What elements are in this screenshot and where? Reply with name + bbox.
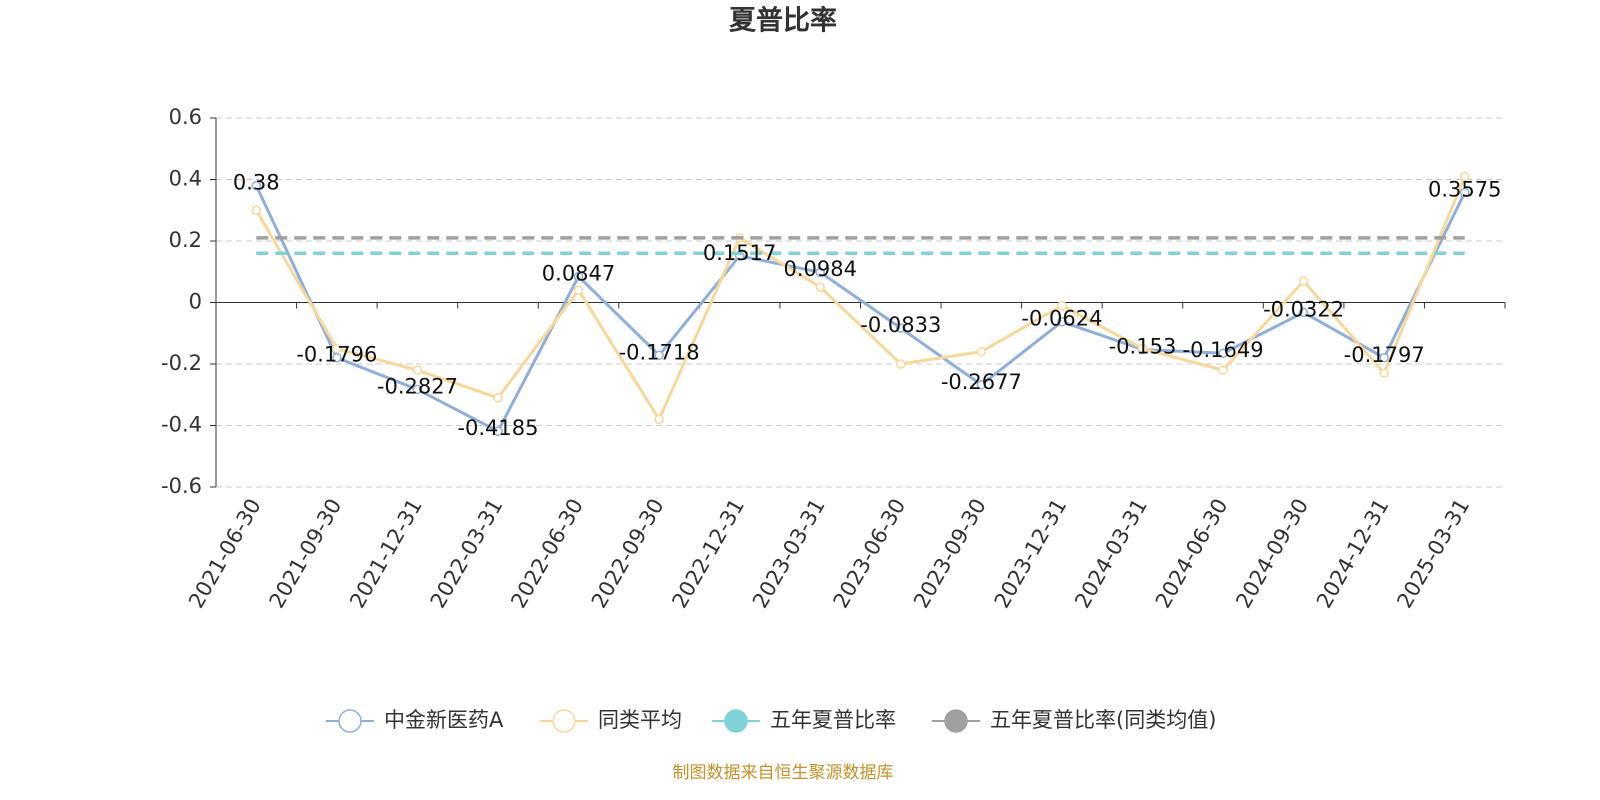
y-tick-label: 0 [189, 290, 202, 314]
x-tick-label: 2024-09-30 [1231, 495, 1313, 613]
x-tick-label: 2023-12-31 [990, 495, 1072, 613]
data-label: -0.4185 [457, 416, 538, 440]
point [815, 267, 825, 277]
y-tick-label: 0.2 [169, 228, 202, 252]
x-tick-label: 2022-03-31 [426, 495, 508, 613]
source-note: 制图数据来自恒生聚源数据库 [673, 763, 894, 783]
x-tick-label: 2024-03-31 [1070, 495, 1152, 613]
data-label: 0.0984 [783, 257, 856, 281]
data-label: -0.2827 [377, 374, 458, 398]
point [412, 384, 423, 395]
data-label: -0.153 [1109, 335, 1177, 359]
legend-marker [338, 709, 362, 733]
x-tick-label: 2021-12-31 [345, 495, 427, 613]
y-tick-label: 0.4 [169, 167, 202, 191]
point [1459, 187, 1470, 198]
point [1218, 348, 1228, 358]
legend-marker [944, 709, 968, 733]
point [1218, 365, 1228, 375]
data-label: -0.1718 [619, 340, 700, 364]
y-tick-label: -0.4 [161, 413, 202, 437]
point [493, 426, 503, 436]
point [976, 380, 987, 390]
legend-label: 五年夏普比率 [770, 708, 896, 732]
x-tick-label: 2022-12-31 [667, 495, 749, 613]
data-label: 0.38 [233, 171, 280, 195]
legend-label: 同类平均 [598, 708, 682, 732]
point [654, 350, 664, 361]
series-line [254, 175, 1467, 423]
data-label: -0.0624 [1021, 307, 1102, 331]
x-tick-label: 2024-06-30 [1151, 495, 1233, 613]
data-label: -0.1796 [296, 343, 377, 367]
point [332, 343, 342, 354]
data-label: -0.0322 [1263, 297, 1344, 321]
legend-label: 五年夏普比率(同类均值) [990, 708, 1216, 732]
point [896, 359, 906, 369]
data-label: -0.0833 [860, 313, 941, 337]
data-label: 0.1517 [703, 241, 776, 265]
data-label: -0.2677 [941, 370, 1022, 394]
point [1379, 353, 1389, 363]
point [332, 352, 342, 363]
x-tick-label: 2021-09-30 [265, 495, 347, 613]
legend-marker [724, 709, 748, 733]
point [251, 180, 262, 191]
point [1298, 276, 1309, 286]
y-tick-label: -0.6 [161, 474, 202, 498]
series-line [254, 185, 1467, 434]
point [976, 346, 987, 357]
point [1137, 343, 1148, 354]
point [896, 323, 906, 333]
x-tick-label: 2022-09-30 [587, 495, 669, 613]
legend-marker [552, 709, 576, 733]
point [1057, 300, 1067, 311]
data-label: -0.1797 [1344, 343, 1425, 367]
x-tick-label: 2023-03-31 [748, 495, 830, 613]
y-tick-label: -0.2 [161, 351, 202, 375]
point [493, 393, 503, 403]
point [573, 285, 584, 295]
x-tick-label: 2023-09-30 [909, 495, 991, 613]
x-tick-label: 2024-12-31 [1312, 495, 1394, 613]
point [573, 271, 584, 282]
legend-label: 中金新医药A [384, 708, 504, 732]
point [815, 282, 825, 292]
y-tick-label: 0.6 [169, 105, 202, 129]
point [1298, 307, 1309, 318]
point [1459, 171, 1470, 182]
x-tick-label: 2021-06-30 [184, 495, 266, 613]
data-label: 0.0847 [542, 261, 615, 285]
point [412, 365, 423, 375]
x-tick-label: 2023-06-30 [828, 495, 910, 613]
x-tick-label: 2022-06-30 [506, 495, 588, 613]
point [1379, 368, 1389, 378]
point [1057, 316, 1067, 327]
data-label: -0.1649 [1183, 338, 1264, 362]
data-label: 0.3575 [1428, 178, 1501, 202]
point [251, 205, 262, 215]
chart-title: 夏普比率 [729, 5, 837, 37]
x-tick-label: 2025-03-31 [1392, 495, 1474, 613]
point [654, 414, 664, 425]
